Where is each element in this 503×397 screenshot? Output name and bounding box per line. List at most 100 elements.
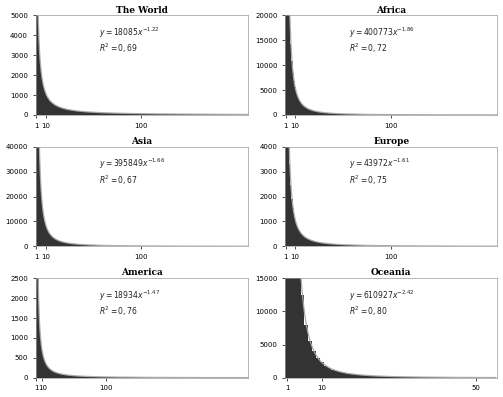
Bar bbox=[221, 114, 222, 115]
Bar bbox=[123, 114, 124, 115]
Bar bbox=[71, 244, 72, 247]
Bar bbox=[81, 245, 82, 247]
Bar bbox=[117, 246, 119, 247]
Bar bbox=[355, 374, 359, 378]
Bar bbox=[300, 232, 301, 247]
Bar bbox=[401, 246, 402, 247]
Bar bbox=[350, 114, 351, 115]
Bar bbox=[215, 114, 216, 115]
Bar bbox=[327, 368, 331, 378]
Bar bbox=[166, 114, 167, 115]
Bar bbox=[133, 114, 134, 115]
Bar bbox=[198, 114, 199, 115]
Bar bbox=[296, 92, 297, 115]
Bar bbox=[55, 372, 56, 378]
Bar bbox=[125, 246, 126, 247]
Bar bbox=[308, 109, 309, 115]
Bar bbox=[76, 244, 77, 247]
Bar bbox=[373, 114, 374, 115]
Bar bbox=[122, 377, 123, 378]
Bar bbox=[121, 377, 122, 378]
Bar bbox=[65, 375, 66, 378]
Bar bbox=[74, 111, 75, 115]
Bar bbox=[371, 245, 372, 247]
Bar bbox=[314, 111, 315, 115]
Bar bbox=[334, 114, 335, 115]
Bar bbox=[319, 112, 320, 115]
Bar bbox=[142, 246, 143, 247]
Bar bbox=[444, 377, 447, 378]
Bar bbox=[247, 114, 248, 115]
Bar bbox=[430, 246, 431, 247]
Bar bbox=[67, 375, 68, 378]
Bar bbox=[51, 102, 52, 115]
Bar bbox=[142, 114, 143, 115]
Bar bbox=[129, 114, 130, 115]
Bar bbox=[104, 245, 105, 247]
Bar bbox=[70, 243, 71, 247]
Bar bbox=[195, 114, 196, 115]
Bar bbox=[335, 114, 336, 115]
Bar bbox=[345, 245, 346, 247]
Bar bbox=[299, 231, 300, 247]
Bar bbox=[130, 246, 131, 247]
Bar bbox=[211, 114, 212, 115]
Bar bbox=[308, 239, 309, 247]
Bar bbox=[111, 377, 112, 378]
Bar bbox=[392, 246, 393, 247]
Bar bbox=[157, 114, 158, 115]
Bar bbox=[66, 375, 67, 378]
Bar bbox=[389, 376, 393, 378]
Bar bbox=[347, 114, 348, 115]
Bar bbox=[313, 111, 314, 115]
Title: Oceania: Oceania bbox=[371, 268, 411, 278]
Bar bbox=[371, 114, 372, 115]
Bar bbox=[362, 114, 363, 115]
Bar bbox=[440, 377, 444, 378]
Bar bbox=[103, 377, 104, 378]
Bar bbox=[419, 246, 420, 247]
Bar bbox=[125, 114, 126, 115]
Bar bbox=[315, 111, 316, 115]
Bar bbox=[396, 246, 398, 247]
Bar bbox=[388, 246, 389, 247]
Bar bbox=[138, 377, 139, 378]
Bar bbox=[107, 377, 108, 378]
Bar bbox=[346, 245, 347, 247]
Bar bbox=[360, 114, 361, 115]
Bar bbox=[290, 185, 291, 247]
Bar bbox=[128, 246, 129, 247]
Bar bbox=[83, 245, 85, 247]
Bar bbox=[111, 246, 112, 247]
Bar bbox=[423, 246, 424, 247]
Bar bbox=[71, 376, 72, 378]
Bar bbox=[112, 113, 113, 115]
Bar bbox=[93, 377, 94, 378]
Bar bbox=[134, 377, 135, 378]
Bar bbox=[124, 114, 125, 115]
Bar bbox=[295, 87, 296, 115]
Bar bbox=[285, 0, 286, 247]
Bar bbox=[380, 114, 381, 115]
Bar bbox=[320, 112, 321, 115]
Bar bbox=[364, 114, 365, 115]
Bar bbox=[139, 377, 140, 378]
Bar bbox=[87, 112, 88, 115]
Bar bbox=[150, 114, 151, 115]
Bar bbox=[66, 243, 67, 247]
Bar bbox=[354, 245, 355, 247]
Bar bbox=[381, 246, 382, 247]
Bar bbox=[180, 114, 181, 115]
Bar bbox=[86, 112, 87, 115]
Bar bbox=[288, 129, 289, 247]
Bar bbox=[304, 107, 305, 115]
Bar bbox=[170, 114, 171, 115]
Bar bbox=[179, 114, 180, 115]
Bar bbox=[36, 105, 37, 378]
Bar bbox=[307, 239, 308, 247]
Bar bbox=[79, 111, 80, 115]
Bar bbox=[357, 245, 358, 247]
Bar bbox=[134, 246, 135, 247]
Bar bbox=[366, 245, 367, 247]
Bar bbox=[88, 376, 89, 378]
